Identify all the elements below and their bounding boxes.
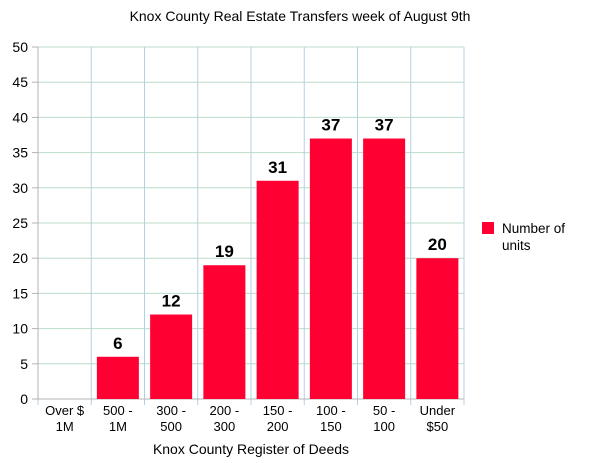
y-tick-label: 5	[20, 356, 28, 372]
y-tick-label: 10	[12, 321, 28, 337]
y-tick-label: 15	[12, 285, 28, 301]
bar	[309, 138, 352, 399]
legend: Number of units	[482, 220, 582, 254]
data-label: 19	[215, 242, 234, 261]
y-tick-label: 35	[12, 145, 28, 161]
bar	[203, 265, 246, 399]
y-tick-label: 20	[12, 250, 28, 266]
x-tick-label: $50	[427, 419, 449, 434]
x-tick-label: 100	[373, 419, 395, 434]
bar	[256, 180, 299, 399]
x-tick-label: 100 -	[316, 403, 346, 418]
x-tick-label: 300	[214, 419, 236, 434]
x-tick-label: 200 -	[210, 403, 240, 418]
x-axis-label: Knox County Register of Deeds	[152, 441, 350, 457]
y-tick-label: 50	[12, 39, 28, 55]
x-tick-label: 150 -	[263, 403, 293, 418]
chart-title: Knox County Real Estate Transfers week o…	[129, 8, 471, 24]
bar-layer	[96, 138, 459, 399]
data-label: 37	[321, 116, 340, 135]
x-tick-label: 150	[320, 419, 342, 434]
bar	[416, 258, 459, 399]
bar	[363, 138, 406, 399]
data-label: 12	[162, 292, 181, 311]
y-tick-label: 30	[12, 180, 28, 196]
x-tick-label: 500	[160, 419, 182, 434]
bar	[150, 314, 193, 399]
legend-swatch	[482, 222, 494, 234]
y-tick-label: 25	[12, 215, 28, 231]
x-tick-label: 300 -	[156, 403, 186, 418]
y-tick-label: 40	[12, 109, 28, 125]
data-label: 37	[375, 116, 394, 135]
data-label: 31	[268, 158, 287, 177]
bar	[96, 356, 139, 399]
x-tick-label: 1M	[109, 419, 127, 434]
x-tick-label: 200	[267, 419, 289, 434]
data-label: 6	[113, 334, 122, 353]
x-tick-label: Under	[420, 403, 456, 418]
x-tick-label: 50 -	[373, 403, 395, 418]
x-tick-label: 1M	[56, 419, 74, 434]
legend-label: Number of units	[502, 221, 566, 253]
x-tick-label: Over $	[45, 403, 85, 418]
y-tick-label: 0	[20, 391, 28, 407]
y-tick-label: 45	[12, 74, 28, 90]
data-label: 20	[428, 235, 447, 254]
x-tick-label: 500 -	[103, 403, 133, 418]
